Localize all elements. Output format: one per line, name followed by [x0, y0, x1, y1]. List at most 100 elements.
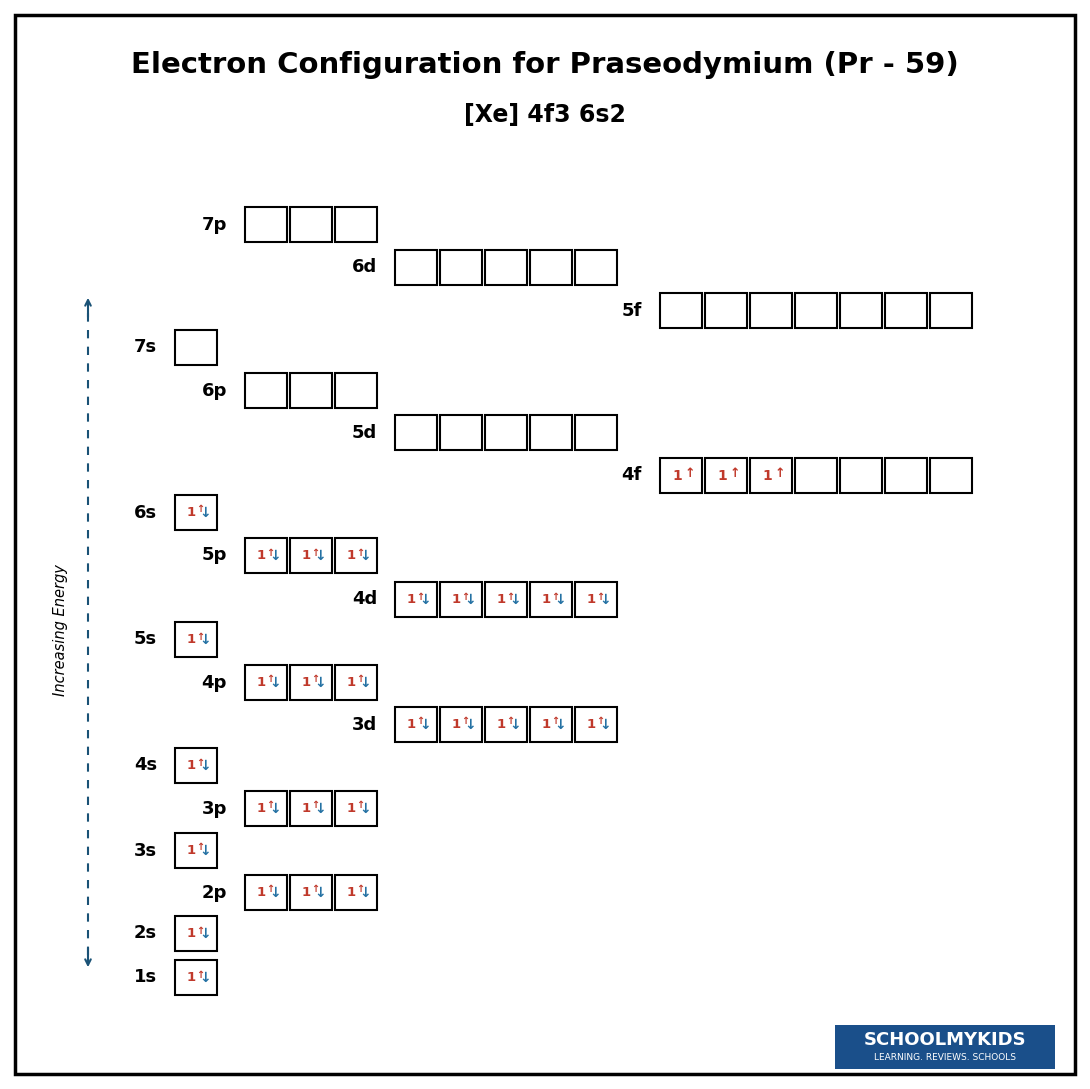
- Text: 1: 1: [302, 549, 311, 562]
- Text: 1: 1: [496, 718, 506, 731]
- Bar: [175, 916, 217, 951]
- Bar: [175, 748, 217, 783]
- Bar: [576, 582, 617, 617]
- Text: ↑: ↑: [356, 674, 364, 685]
- Text: ↓: ↓: [600, 592, 611, 607]
- Text: ↓: ↓: [269, 802, 281, 816]
- Text: 1: 1: [407, 594, 415, 605]
- Text: ↑: ↑: [506, 591, 514, 601]
- Text: ↑: ↑: [461, 591, 470, 601]
- Bar: [705, 458, 747, 493]
- Text: ↓: ↓: [199, 505, 211, 519]
- Bar: [795, 458, 837, 493]
- Bar: [440, 582, 482, 617]
- Text: ↑: ↑: [311, 548, 319, 558]
- Text: ↓: ↓: [269, 675, 281, 689]
- Bar: [750, 293, 792, 328]
- Text: 5d: 5d: [352, 424, 377, 441]
- Bar: [335, 207, 377, 242]
- Text: 1: 1: [256, 886, 266, 900]
- Bar: [335, 665, 377, 700]
- Text: 1: 1: [407, 718, 415, 731]
- Text: ↓: ↓: [420, 718, 431, 732]
- Text: Increasing Energy: Increasing Energy: [52, 564, 68, 696]
- Text: 1: 1: [302, 676, 311, 689]
- Text: ↑: ↑: [311, 884, 319, 894]
- Text: ↑: ↑: [196, 843, 204, 853]
- Text: 7s: 7s: [134, 339, 157, 356]
- Bar: [705, 293, 747, 328]
- Bar: [335, 374, 377, 408]
- Text: 1: 1: [186, 506, 195, 519]
- Text: ↑: ↑: [266, 884, 275, 894]
- Bar: [576, 707, 617, 742]
- Text: ↑: ↑: [685, 467, 694, 480]
- Text: ↓: ↓: [360, 549, 371, 563]
- Bar: [175, 960, 217, 995]
- Text: ↓: ↓: [509, 592, 521, 607]
- Text: ↑: ↑: [596, 717, 604, 726]
- Text: ↑: ↑: [461, 717, 470, 726]
- Text: 1: 1: [347, 549, 355, 562]
- Text: 1: 1: [186, 971, 195, 984]
- Text: ↓: ↓: [420, 592, 431, 607]
- Text: 1: 1: [542, 594, 550, 605]
- Bar: [885, 293, 926, 328]
- Text: 1: 1: [186, 927, 195, 940]
- Text: ↓: ↓: [269, 549, 281, 563]
- Text: 1: 1: [256, 549, 266, 562]
- Text: 1: 1: [256, 802, 266, 815]
- Bar: [485, 250, 526, 285]
- Text: ↑: ↑: [266, 674, 275, 685]
- Bar: [485, 582, 526, 617]
- Text: ↑: ↑: [311, 800, 319, 810]
- Text: 7p: 7p: [202, 216, 227, 233]
- Text: 2s: 2s: [134, 925, 157, 942]
- Text: 1: 1: [256, 676, 266, 689]
- Text: ↓: ↓: [199, 927, 211, 941]
- Bar: [175, 495, 217, 530]
- Bar: [795, 293, 837, 328]
- Bar: [835, 1025, 1055, 1069]
- Text: 3p: 3p: [202, 799, 227, 818]
- Text: 3s: 3s: [134, 842, 157, 859]
- Bar: [661, 458, 702, 493]
- Bar: [290, 538, 332, 573]
- Text: ↑: ↑: [196, 504, 204, 514]
- Bar: [245, 538, 287, 573]
- Text: 4p: 4p: [202, 673, 227, 692]
- Text: ↓: ↓: [199, 970, 211, 984]
- Bar: [440, 707, 482, 742]
- Bar: [290, 791, 332, 825]
- Text: 6s: 6s: [134, 503, 157, 522]
- Bar: [290, 665, 332, 700]
- Text: ↑: ↑: [356, 548, 364, 558]
- Text: 5p: 5p: [202, 547, 227, 564]
- Bar: [485, 707, 526, 742]
- Bar: [530, 415, 572, 450]
- Text: ↓: ↓: [555, 592, 566, 607]
- Text: ↑: ↑: [196, 758, 204, 768]
- Bar: [175, 330, 217, 365]
- Text: Electron Configuration for Praseodymium (Pr - 59): Electron Configuration for Praseodymium …: [131, 51, 959, 79]
- Bar: [840, 293, 882, 328]
- Text: 1: 1: [186, 633, 195, 646]
- Bar: [395, 707, 437, 742]
- Text: ↑: ↑: [416, 717, 424, 726]
- Text: ↓: ↓: [360, 675, 371, 689]
- Text: 1: 1: [302, 886, 311, 900]
- Bar: [335, 791, 377, 825]
- Text: ↓: ↓: [314, 802, 326, 816]
- Text: [Xe] 4f3 6s2: [Xe] 4f3 6s2: [464, 103, 626, 127]
- Text: 1: 1: [673, 468, 682, 482]
- Bar: [930, 293, 972, 328]
- Bar: [290, 874, 332, 910]
- Text: 5s: 5s: [134, 631, 157, 649]
- Text: ↑: ↑: [552, 591, 559, 601]
- Text: ↓: ↓: [509, 718, 521, 732]
- Text: ↑: ↑: [729, 467, 740, 480]
- Bar: [335, 538, 377, 573]
- Text: ↑: ↑: [266, 548, 275, 558]
- Text: 3d: 3d: [352, 715, 377, 734]
- Text: ↓: ↓: [600, 718, 611, 732]
